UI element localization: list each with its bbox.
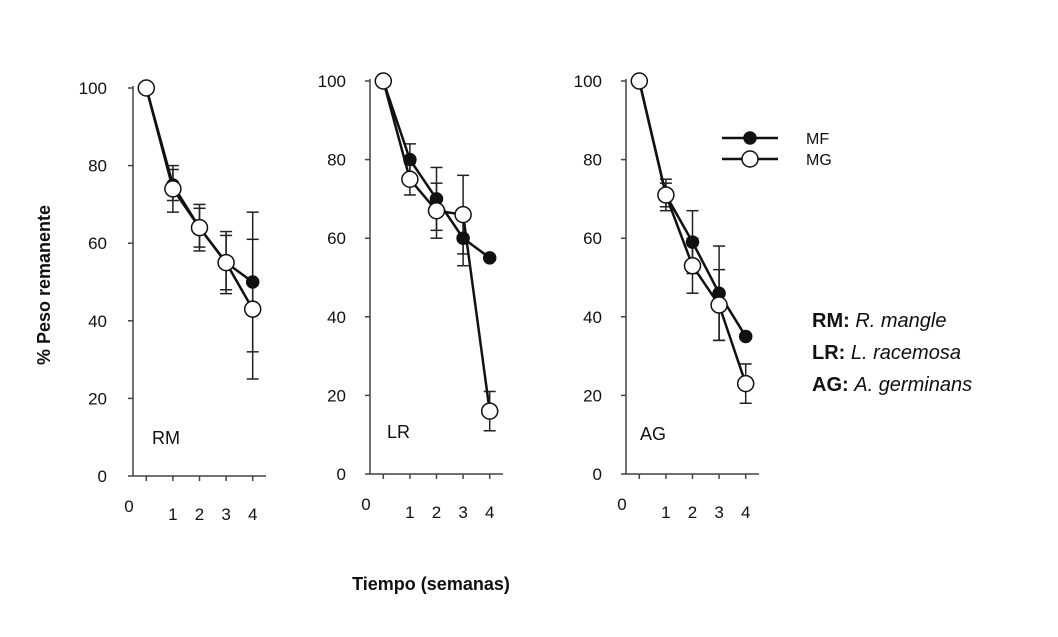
x-tick-label: 4: [741, 503, 750, 522]
point-mg: [683, 256, 702, 275]
species-name-ag: A. germinans: [854, 374, 973, 396]
x-tick-label: 0: [617, 495, 626, 514]
point-mf: [685, 235, 700, 249]
x-tick-label: 1: [405, 503, 414, 522]
y-tick-label: 100: [79, 79, 107, 98]
y-tick-label: 0: [98, 467, 107, 486]
point-mf: [738, 329, 753, 344]
y-tick-label: 100: [318, 72, 346, 91]
x-tick-label: 4: [248, 505, 257, 524]
y-tick-label: 0: [337, 465, 346, 484]
y-tick-label: 20: [88, 389, 107, 408]
panel-rm: 0 20 40 60 80 100 0 1 2 3 4 RM: [79, 79, 266, 524]
y-axis-title: % Peso remanente: [34, 205, 54, 365]
point-mg: [630, 72, 649, 90]
point-mf: [403, 152, 417, 167]
legend-label: MG: [806, 152, 832, 169]
x-tick-label: 2: [195, 505, 204, 524]
x-tick-label: 1: [168, 505, 177, 524]
x-tick-label: 2: [432, 503, 441, 522]
point-mg: [217, 253, 235, 272]
series-line: [145, 87, 254, 284]
point-mg: [190, 218, 209, 237]
legend-entry-mf: MF: [722, 131, 829, 148]
species-key-ag: AG: A. germinans: [812, 374, 972, 397]
x-tick-label: 0: [361, 495, 370, 514]
species-key-rm: RM: R. mangle: [812, 310, 946, 333]
y-tick-label: 100: [574, 72, 602, 91]
point-mg: [137, 79, 156, 97]
y-tick-label: 60: [327, 229, 346, 248]
panel-label: LR: [387, 422, 410, 442]
y-tick-label: 20: [583, 386, 602, 405]
legend: MF MG: [722, 131, 832, 169]
y-tick-label: 60: [88, 234, 107, 253]
series-line: [145, 87, 254, 310]
x-tick-label: 3: [458, 503, 467, 522]
point-mf: [245, 275, 260, 289]
series-line: [638, 80, 747, 338]
y-tick-label: 0: [593, 465, 602, 484]
point-mg: [736, 374, 755, 393]
x-tick-label: 4: [485, 503, 494, 522]
x-tick-label: 0: [124, 497, 133, 516]
series-mf: [638, 80, 747, 342]
point-mg: [480, 402, 499, 420]
species-code-ag: AG:: [812, 374, 849, 396]
legend-label: MF: [806, 131, 829, 148]
point-mf: [456, 231, 470, 245]
point-mg: [164, 180, 182, 198]
y-tick-label: 40: [88, 312, 107, 331]
species-code-lr: LR:: [812, 342, 846, 364]
point-mg: [427, 201, 446, 220]
point-mg: [710, 296, 728, 314]
y-tick-label: 20: [327, 386, 346, 405]
x-tick-label: 3: [221, 505, 230, 524]
y-tick-label: 40: [583, 308, 602, 327]
point-mg: [401, 170, 419, 188]
legend-marker: [741, 150, 759, 168]
panel-label: AG: [640, 424, 666, 444]
legend-marker: [743, 131, 757, 145]
species-key-lr: LR: L. racemosa: [812, 342, 961, 365]
point-mg: [454, 205, 472, 224]
x-tick-label: 3: [714, 503, 723, 522]
point-mg: [374, 72, 393, 90]
panel-lr: 0 20 40 60 80 100 0 1 2 3 4 LR: [318, 72, 503, 522]
species-code-rm: RM:: [812, 310, 850, 332]
panel-label: RM: [152, 428, 180, 448]
legend-entry-mg: MG: [722, 150, 832, 169]
point-mg: [657, 186, 675, 204]
x-tick-label: 2: [688, 503, 697, 522]
y-tick-label: 80: [583, 151, 602, 170]
panel-ag: 0 20 40 60 80 100 0 1 2 3 4 AG: [574, 72, 759, 522]
y-tick-label: 60: [583, 229, 602, 248]
y-tick-label: 40: [327, 308, 346, 327]
x-axis-title: Tiempo (semanas): [352, 574, 510, 594]
point-mg: [243, 300, 262, 318]
y-tick-label: 80: [327, 151, 346, 170]
species-name-rm: R. mangle: [855, 310, 947, 332]
y-tick-label: 80: [88, 157, 107, 176]
species-name-lr: L. racemosa: [850, 342, 961, 364]
point-mf: [482, 251, 497, 265]
x-tick-label: 1: [661, 503, 670, 522]
